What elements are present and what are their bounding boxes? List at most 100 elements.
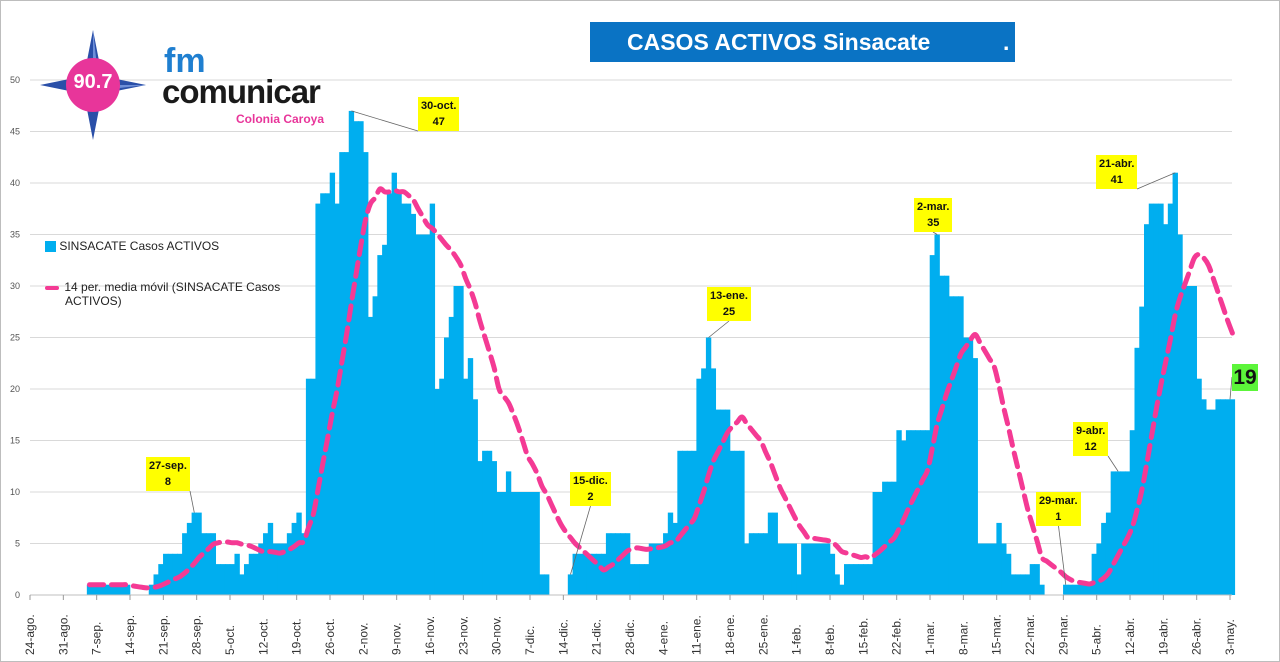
- bar: [1134, 347, 1140, 595]
- bar: [467, 358, 474, 595]
- bar: [243, 564, 250, 595]
- bar: [1110, 471, 1117, 595]
- bar: [910, 430, 917, 595]
- bar: [982, 543, 988, 595]
- callout-date: 9-abr.: [1076, 425, 1106, 437]
- bar: [96, 584, 102, 595]
- bar: [367, 316, 374, 595]
- bar: [196, 512, 202, 595]
- bar: [1063, 584, 1069, 595]
- x-tick-label: 30-nov.: [490, 616, 504, 655]
- bar: [924, 430, 931, 595]
- bar: [729, 450, 736, 595]
- bar: [315, 203, 321, 595]
- bar: [443, 337, 450, 595]
- bar: [272, 543, 278, 595]
- legend-moving-average: 14 per. media móvil (SINSACATE Casos ACT…: [45, 280, 280, 308]
- bar: [686, 450, 693, 595]
- y-tick-label: 20: [10, 384, 20, 394]
- bar: [1191, 286, 1197, 595]
- bar: [853, 564, 859, 595]
- bar: [834, 574, 840, 595]
- callout-label: 15-dic. 2: [570, 472, 611, 506]
- final-value-leader: [1229, 376, 1233, 400]
- bar: [796, 574, 802, 595]
- bar: [229, 564, 236, 595]
- callout-label: 9-abr. 12: [1073, 422, 1109, 456]
- bar: [391, 172, 397, 595]
- bar: [705, 337, 712, 595]
- x-tick-label: 28-dic.: [623, 619, 637, 655]
- bar: [534, 492, 540, 595]
- callout-value: 8: [164, 476, 172, 488]
- bar: [724, 409, 731, 595]
- x-tick-label: 7-sep.: [90, 622, 104, 655]
- bar: [1158, 203, 1164, 595]
- x-tick-label: 26-oct.: [323, 618, 337, 655]
- y-tick-label: 40: [10, 178, 20, 188]
- callout-leader: [1107, 455, 1119, 472]
- y-tick-label: 25: [10, 333, 20, 343]
- bar: [710, 368, 717, 595]
- legend-ma-label: 14 per. media móvil (SINSACATE Casos: [64, 280, 281, 294]
- bar: [310, 378, 317, 595]
- compass-star-icon: [40, 30, 146, 140]
- x-tick-label: 15-mar.: [990, 614, 1004, 655]
- bar: [677, 450, 683, 595]
- x-tick-label: 22-mar.: [1023, 614, 1037, 655]
- bar: [934, 234, 940, 595]
- bar: [877, 492, 883, 595]
- bar: [415, 234, 421, 595]
- bar: [1163, 224, 1169, 595]
- bar: [715, 409, 721, 595]
- bar: [672, 522, 678, 595]
- bar: [501, 492, 507, 595]
- bar: [543, 574, 550, 595]
- x-tick-label: 21-sep.: [156, 615, 170, 655]
- bar: [967, 337, 974, 595]
- bar: [148, 584, 155, 595]
- bar: [220, 564, 226, 595]
- bar: [820, 543, 826, 595]
- bar: [763, 533, 769, 595]
- bar: [1096, 543, 1102, 595]
- bar: [586, 553, 593, 595]
- bar: [963, 337, 969, 595]
- x-tick-label: 5-abr.: [1090, 624, 1104, 655]
- bar: [386, 193, 393, 596]
- bar: [520, 492, 526, 595]
- bar: [844, 564, 850, 595]
- bar: [682, 450, 688, 595]
- bar: [110, 584, 117, 595]
- x-tick-label: 4-ene.: [656, 621, 670, 655]
- bar: [301, 533, 307, 595]
- bar: [1196, 378, 1202, 595]
- bar: [896, 430, 902, 595]
- bar: [886, 481, 893, 595]
- bar: [734, 450, 740, 595]
- bar: [1077, 584, 1083, 595]
- bar: [1205, 409, 1212, 595]
- x-tick-label: 1-feb.: [790, 624, 804, 655]
- chart-title-suffix: .: [1003, 29, 1010, 55]
- bar: [720, 409, 726, 595]
- bar: [829, 553, 836, 595]
- x-tick-label: 15-feb.: [856, 618, 870, 655]
- bar: [172, 553, 178, 595]
- bar: [786, 543, 793, 595]
- bar: [658, 543, 664, 595]
- bar: [1229, 399, 1236, 595]
- bar: [653, 543, 659, 595]
- bar: [791, 543, 797, 595]
- bar: [263, 533, 269, 595]
- callout-date: 21-abr.: [1099, 158, 1135, 170]
- bar: [505, 471, 512, 595]
- bar: [810, 543, 817, 595]
- x-tick-label: 2-nov.: [356, 623, 370, 655]
- bar: [567, 574, 574, 595]
- station-logo: 90.7 fm comunicar Colonia Caroya: [38, 28, 348, 143]
- bar: [396, 193, 402, 596]
- bar: [1020, 574, 1026, 595]
- bar: [972, 358, 978, 595]
- bar: [258, 543, 264, 595]
